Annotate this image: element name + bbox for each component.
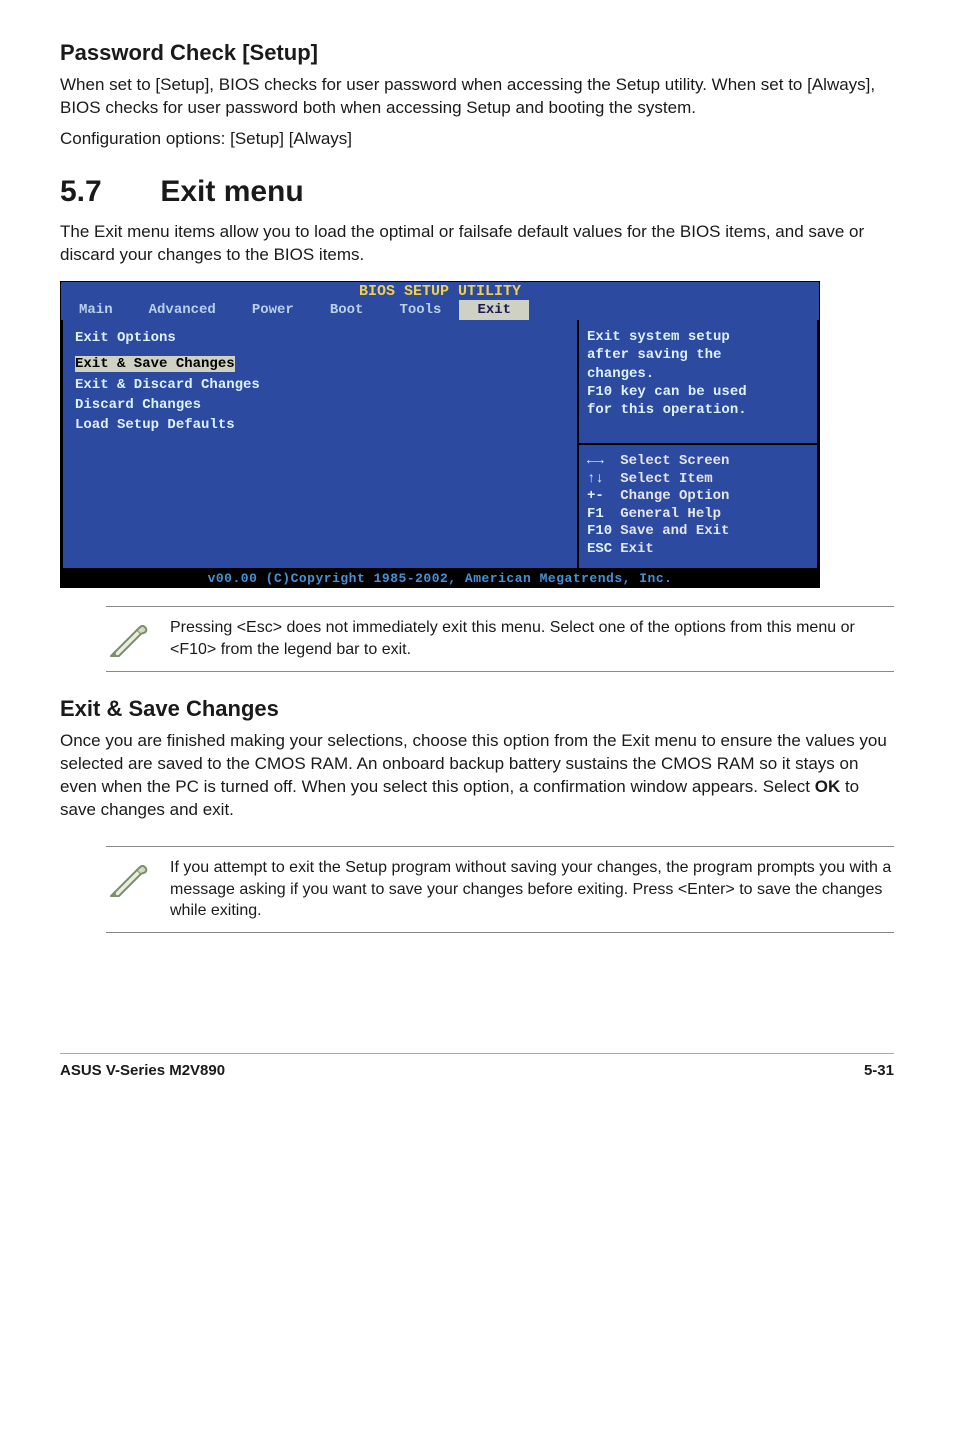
menu-discard-changes[interactable]: Discard Changes: [75, 395, 565, 415]
menu-exit-save[interactable]: Exit & Save Changes: [75, 354, 565, 374]
legend-action: Select Screen: [616, 453, 733, 471]
legend-action: Save and Exit: [616, 523, 733, 541]
section-number: 5.7: [60, 175, 152, 209]
password-check-desc: When set to [Setup], BIOS checks for use…: [60, 74, 894, 120]
exit-menu-intro: The Exit menu items allow you to load th…: [60, 221, 894, 267]
bios-tab-tools[interactable]: Tools: [381, 300, 459, 320]
text-before-ok: Once you are finished making your select…: [60, 731, 887, 796]
note-text: If you attempt to exit the Setup program…: [170, 857, 894, 922]
bios-help-pane: Exit system setup after saving the chang…: [579, 320, 819, 445]
bios-left-heading: Exit Options: [75, 328, 565, 348]
note-esc-behavior: Pressing <Esc> does not immediately exit…: [106, 606, 894, 672]
legend-action: General Help: [616, 506, 733, 524]
bios-tab-main[interactable]: Main: [61, 300, 131, 320]
exit-menu-heading: 5.7 Exit menu: [60, 175, 894, 209]
footer-product: ASUS V-Series M2V890: [60, 1062, 225, 1079]
legend-key: F1: [583, 506, 616, 524]
pencil-icon: [106, 857, 150, 901]
legend-key: ESC: [583, 541, 616, 559]
legend-key: ←→: [583, 453, 616, 471]
help-line: for this operation.: [587, 401, 809, 419]
legend-action: Select Item: [616, 471, 733, 489]
bios-screenshot: BIOS SETUP UTILITY Main Advanced Power B…: [60, 281, 820, 589]
legend-action: Change Option: [616, 488, 733, 506]
bios-tab-advanced[interactable]: Advanced: [131, 300, 234, 320]
bios-header-title: BIOS SETUP UTILITY: [61, 282, 819, 301]
bios-tab-bar: Main Advanced Power Boot Tools Exit: [61, 300, 819, 320]
legend-action: Exit: [616, 541, 733, 559]
bios-right-pane: Exit system setup after saving the chang…: [579, 320, 819, 570]
pencil-icon: [106, 617, 150, 661]
ok-label: OK: [815, 777, 841, 796]
section-title: Exit menu: [160, 175, 303, 208]
bios-footer-copyright: v00.00 (C)Copyright 1985-2002, American …: [61, 570, 819, 587]
bios-left-pane: Exit Options Exit & Save Changes Exit & …: [61, 320, 579, 570]
help-line: Exit system setup: [587, 328, 809, 346]
exit-save-desc: Once you are finished making your select…: [60, 730, 894, 822]
note-unsaved-changes: If you attempt to exit the Setup program…: [106, 846, 894, 933]
bios-key-legend: ←→Select Screen ↑↓Select Item +-Change O…: [579, 445, 819, 570]
password-check-config: Configuration options: [Setup] [Always]: [60, 128, 894, 151]
help-line: F10 key can be used: [587, 383, 809, 401]
footer-page-number: 5-31: [864, 1062, 894, 1079]
legend-key: ↑↓: [583, 471, 616, 489]
help-line: changes.: [587, 365, 809, 383]
help-line: after saving the: [587, 346, 809, 364]
exit-save-heading: Exit & Save Changes: [60, 696, 894, 722]
menu-load-defaults[interactable]: Load Setup Defaults: [75, 415, 565, 435]
bios-tab-exit[interactable]: Exit: [459, 300, 529, 320]
menu-exit-discard[interactable]: Exit & Discard Changes: [75, 375, 565, 395]
bios-tab-power[interactable]: Power: [234, 300, 312, 320]
password-check-heading: Password Check [Setup]: [60, 40, 894, 66]
legend-key: +-: [583, 488, 616, 506]
bios-tab-boot[interactable]: Boot: [312, 300, 382, 320]
legend-key: F10: [583, 523, 616, 541]
note-text: Pressing <Esc> does not immediately exit…: [170, 617, 894, 660]
page-footer: ASUS V-Series M2V890 5-31: [60, 1053, 894, 1079]
